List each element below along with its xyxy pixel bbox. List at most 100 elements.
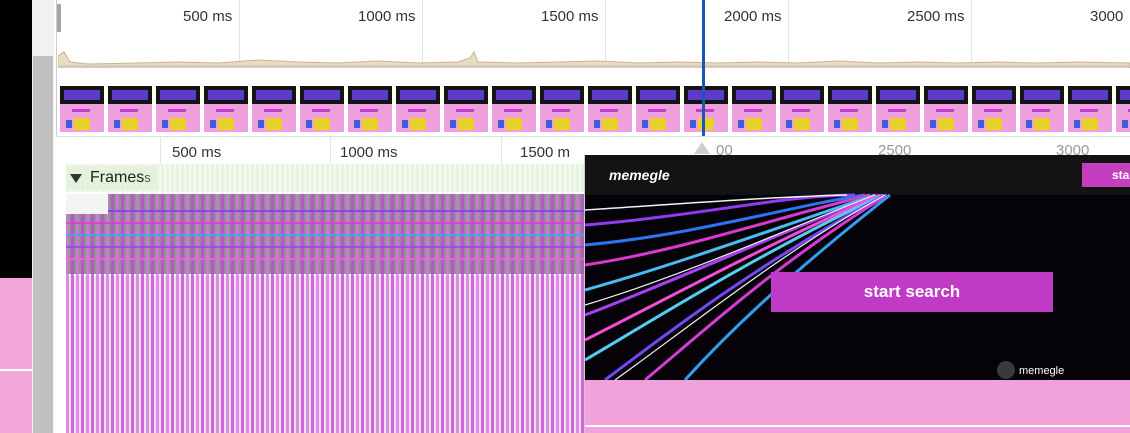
frame-bar (371, 194, 374, 433)
frames-label-suffix: s (144, 170, 151, 185)
frame-bar (201, 194, 204, 433)
frame-bar (411, 194, 414, 433)
frame-bar (156, 194, 159, 433)
page-pink-area (0, 278, 32, 433)
filmstrip-thumbnail[interactable] (1116, 86, 1130, 132)
collapse-triangle-icon[interactable] (70, 173, 82, 183)
overview-tick-label: 2000 ms (724, 8, 782, 25)
overview-gridline (605, 0, 606, 66)
frame-bar (366, 194, 369, 433)
frame-bar (276, 194, 279, 433)
filmstrip-thumbnail[interactable] (1020, 86, 1064, 132)
frame-bar (171, 194, 174, 433)
filmstrip-thumbnail[interactable] (204, 86, 248, 132)
frame-bar (566, 194, 569, 433)
filmstrip-thumbnail[interactable] (540, 86, 584, 132)
frame-bar (451, 194, 454, 433)
filmstrip-thumbnail[interactable] (300, 86, 344, 132)
frames-neon-stripe (66, 246, 586, 248)
frame-bar (141, 194, 144, 433)
frame-bar (251, 194, 254, 433)
frame-bar (486, 194, 489, 433)
frames-track[interactable] (66, 164, 586, 433)
frame-bar (431, 194, 434, 433)
frame-bar (536, 194, 539, 433)
preview-divider (585, 425, 1130, 427)
frame-bar (441, 194, 444, 433)
filmstrip-thumbnail[interactable] (780, 86, 824, 132)
filmstrip-thumbnail[interactable] (684, 86, 728, 132)
main-tick-label: 3000 (1056, 142, 1090, 159)
filmstrip-thumbnail[interactable] (1068, 86, 1112, 132)
frame-bar (116, 194, 119, 433)
page-scrollbar-thumb[interactable] (33, 56, 53, 433)
frame-bar (416, 194, 419, 433)
frame-bar (406, 194, 409, 433)
filmstrip-thumbnail[interactable] (348, 86, 392, 132)
frames-neon-stripe (66, 222, 586, 224)
overview-tick-label: 2500 ms (907, 8, 965, 25)
frame-bar (306, 194, 309, 433)
overview-gridline (971, 0, 972, 66)
filmstrip-thumbnail[interactable] (876, 86, 920, 132)
frame-bar (456, 194, 459, 433)
overview-range-handle[interactable] (57, 4, 61, 32)
frame-bar (501, 194, 504, 433)
frame-bar (561, 194, 564, 433)
frame-bar (176, 194, 179, 433)
filmstrip-thumbnail[interactable] (732, 86, 776, 132)
frames-neon-stripe (66, 210, 586, 212)
frame-bar (571, 194, 574, 433)
frame-bar (461, 194, 464, 433)
frame-bar (401, 194, 404, 433)
filmstrip-thumbnail[interactable] (108, 86, 152, 132)
frames-track-header[interactable]: Frames s (66, 166, 157, 190)
frame-bar (286, 194, 289, 433)
frame-bar (331, 194, 334, 433)
frame-bar (506, 194, 509, 433)
frame-bar (346, 194, 349, 433)
main-gridline (160, 136, 161, 164)
frame-bar (76, 194, 79, 433)
playhead-marker[interactable] (702, 0, 705, 136)
frames-first-frame (66, 194, 108, 214)
cpu-activity-chart (58, 50, 1130, 68)
preview-pink-section (585, 380, 1130, 433)
frames-neon-stripe (66, 258, 586, 260)
filmstrip-thumbnail[interactable] (828, 86, 872, 132)
frame-bar (71, 194, 74, 433)
filmstrip-thumbnail[interactable] (252, 86, 296, 132)
overview-tick-label: 3000 (1090, 8, 1124, 25)
filmstrip-thumbnail[interactable] (972, 86, 1016, 132)
frame-bar (341, 194, 344, 433)
frame-bar (296, 194, 299, 433)
frame-bar (146, 194, 149, 433)
frame-bar (246, 194, 249, 433)
main-tick-label: 2500 (878, 142, 912, 159)
overview-gridline (239, 0, 240, 66)
frame-bar (121, 194, 124, 433)
frame-bar (466, 194, 469, 433)
frame-bar (131, 194, 134, 433)
site-logo: memegle (609, 167, 670, 183)
frame-bar (196, 194, 199, 433)
overview-gridline (788, 0, 789, 66)
main-tick-label: 1000 ms (340, 144, 398, 161)
brand-text: memegle (1019, 365, 1065, 377)
frame-bar (391, 194, 394, 433)
filmstrip-thumbnail[interactable] (636, 86, 680, 132)
overview-tick-label: 500 ms (183, 8, 233, 25)
filmstrip-thumbnail[interactable] (396, 86, 440, 132)
frame-bar (311, 194, 314, 433)
frames-label: Frames (90, 169, 145, 186)
filmstrip-thumbnail[interactable] (60, 86, 104, 132)
filmstrip-thumbnail[interactable] (492, 86, 536, 132)
filmstrip-thumbnail[interactable] (588, 86, 632, 132)
frame-bar (191, 194, 194, 433)
filmstrip-thumbnail[interactable] (924, 86, 968, 132)
filmstrip-thumbnail[interactable] (156, 86, 200, 132)
start-search-button: start search (771, 272, 1053, 312)
frame-bar (421, 194, 424, 433)
filmstrip-thumbnail[interactable] (444, 86, 488, 132)
screenshot-filmstrip[interactable] (58, 84, 1130, 134)
